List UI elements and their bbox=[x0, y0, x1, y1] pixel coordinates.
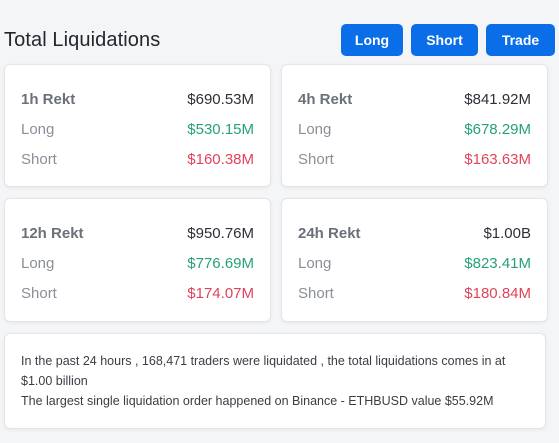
header: Total Liquidations Long Short Trade bbox=[4, 22, 555, 58]
page-title: Total Liquidations bbox=[4, 28, 161, 51]
long-label: Long bbox=[21, 254, 55, 272]
long-row: Long $823.41M bbox=[298, 248, 531, 278]
summary-line-largest: The largest single liquidation order hap… bbox=[21, 394, 494, 408]
total-row: 24h Rekt $1.00B bbox=[298, 218, 531, 248]
long-value: $678.29M bbox=[464, 120, 531, 138]
short-row: Short $174.07M bbox=[21, 278, 254, 308]
long-label: Long bbox=[21, 120, 55, 138]
short-label: Short bbox=[21, 150, 57, 168]
long-row: Long $776.69M bbox=[21, 248, 254, 278]
long-row: Long $530.15M bbox=[21, 114, 254, 144]
card-4h-rekt: 4h Rekt $841.92M Long $678.29M Short $16… bbox=[281, 64, 548, 187]
card-1h-rekt: 1h Rekt $690.53M Long $530.15M Short $16… bbox=[4, 64, 271, 187]
card-24h-rekt: 24h Rekt $1.00B Long $823.41M Short $180… bbox=[281, 198, 548, 322]
long-button[interactable]: Long bbox=[341, 24, 403, 56]
card-12h-rekt: 12h Rekt $950.76M Long $776.69M Short $1… bbox=[4, 198, 271, 322]
trade-button[interactable]: Trade bbox=[486, 24, 555, 56]
short-value: $174.07M bbox=[187, 284, 254, 302]
total-value: $841.92M bbox=[464, 90, 531, 108]
short-value: $163.63M bbox=[464, 150, 531, 168]
total-row: 1h Rekt $690.53M bbox=[21, 84, 254, 114]
total-row: 12h Rekt $950.76M bbox=[21, 218, 254, 248]
liquidation-summary: In the past 24 hours , 168,471 traders w… bbox=[4, 333, 546, 429]
period-label: 12h Rekt bbox=[21, 224, 84, 242]
long-label: Long bbox=[298, 254, 332, 272]
short-label: Short bbox=[298, 150, 334, 168]
period-label: 1h Rekt bbox=[21, 90, 76, 108]
long-value: $823.41M bbox=[464, 254, 531, 272]
long-value: $776.69M bbox=[187, 254, 254, 272]
long-row: Long $678.29M bbox=[298, 114, 531, 144]
period-label: 24h Rekt bbox=[298, 224, 361, 242]
short-row: Short $163.63M bbox=[298, 144, 531, 174]
short-label: Short bbox=[298, 284, 334, 302]
short-label: Short bbox=[21, 284, 57, 302]
total-value: $690.53M bbox=[187, 90, 254, 108]
filter-buttons: Long Short Trade bbox=[341, 24, 555, 56]
total-value: $950.76M bbox=[187, 224, 254, 242]
short-value: $180.84M bbox=[464, 284, 531, 302]
short-button[interactable]: Short bbox=[411, 24, 478, 56]
short-row: Short $160.38M bbox=[21, 144, 254, 174]
total-row: 4h Rekt $841.92M bbox=[298, 84, 531, 114]
summary-line-total: In the past 24 hours , 168,471 traders w… bbox=[21, 354, 506, 388]
short-row: Short $180.84M bbox=[298, 278, 531, 308]
period-label: 4h Rekt bbox=[298, 90, 353, 108]
long-label: Long bbox=[298, 120, 332, 138]
short-value: $160.38M bbox=[187, 150, 254, 168]
total-value: $1.00B bbox=[483, 224, 531, 242]
long-value: $530.15M bbox=[187, 120, 254, 138]
